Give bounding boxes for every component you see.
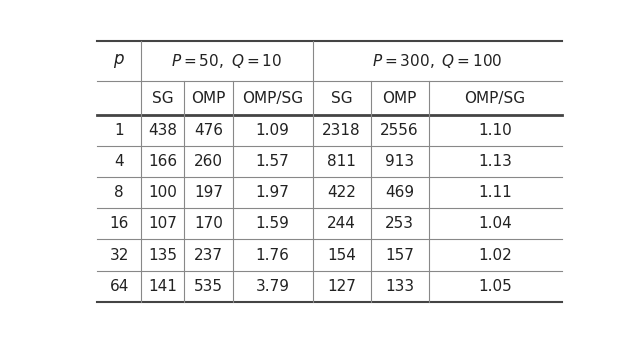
Text: 1.02: 1.02 xyxy=(478,247,512,262)
Text: 16: 16 xyxy=(109,216,129,232)
Text: $P = 50,\ Q = 10$: $P = 50,\ Q = 10$ xyxy=(171,52,282,70)
Text: 170: 170 xyxy=(194,216,223,232)
Text: 2556: 2556 xyxy=(380,123,419,138)
Text: $P = 300,\ Q = 100$: $P = 300,\ Q = 100$ xyxy=(372,52,502,70)
Text: 133: 133 xyxy=(385,279,414,294)
Text: OMP/SG: OMP/SG xyxy=(242,91,303,106)
Text: 197: 197 xyxy=(194,185,223,200)
Text: 32: 32 xyxy=(109,247,129,262)
Text: 100: 100 xyxy=(148,185,177,200)
Text: 1.11: 1.11 xyxy=(478,185,512,200)
Text: 811: 811 xyxy=(327,154,356,169)
Text: 2318: 2318 xyxy=(322,123,361,138)
Text: OMP: OMP xyxy=(192,91,226,106)
Text: 913: 913 xyxy=(385,154,414,169)
Text: 1.10: 1.10 xyxy=(478,123,512,138)
Text: 1: 1 xyxy=(114,123,124,138)
Text: 127: 127 xyxy=(327,279,356,294)
Text: $p$: $p$ xyxy=(113,52,125,70)
Text: 1.76: 1.76 xyxy=(256,247,290,262)
Text: 64: 64 xyxy=(109,279,129,294)
Text: 141: 141 xyxy=(148,279,177,294)
Text: 535: 535 xyxy=(194,279,223,294)
Text: 107: 107 xyxy=(148,216,177,232)
Text: 244: 244 xyxy=(327,216,356,232)
Text: 135: 135 xyxy=(148,247,177,262)
Text: OMP/SG: OMP/SG xyxy=(464,91,525,106)
Text: 4: 4 xyxy=(114,154,124,169)
Text: 237: 237 xyxy=(194,247,223,262)
Text: SG: SG xyxy=(331,91,353,106)
Text: SG: SG xyxy=(152,91,173,106)
Text: 476: 476 xyxy=(194,123,223,138)
Text: 1.09: 1.09 xyxy=(256,123,290,138)
Text: 3.79: 3.79 xyxy=(256,279,290,294)
Text: 438: 438 xyxy=(148,123,177,138)
Text: 8: 8 xyxy=(114,185,124,200)
Text: 422: 422 xyxy=(327,185,356,200)
Text: 166: 166 xyxy=(148,154,177,169)
Text: 469: 469 xyxy=(385,185,414,200)
Text: OMP: OMP xyxy=(383,91,417,106)
Text: 154: 154 xyxy=(327,247,356,262)
Text: 1.05: 1.05 xyxy=(478,279,512,294)
Text: 157: 157 xyxy=(385,247,414,262)
Text: 253: 253 xyxy=(385,216,414,232)
Text: 1.13: 1.13 xyxy=(478,154,512,169)
Text: 1.04: 1.04 xyxy=(478,216,512,232)
Text: 1.59: 1.59 xyxy=(256,216,290,232)
Text: 260: 260 xyxy=(194,154,223,169)
Text: 1.57: 1.57 xyxy=(256,154,290,169)
Text: 1.97: 1.97 xyxy=(256,185,290,200)
